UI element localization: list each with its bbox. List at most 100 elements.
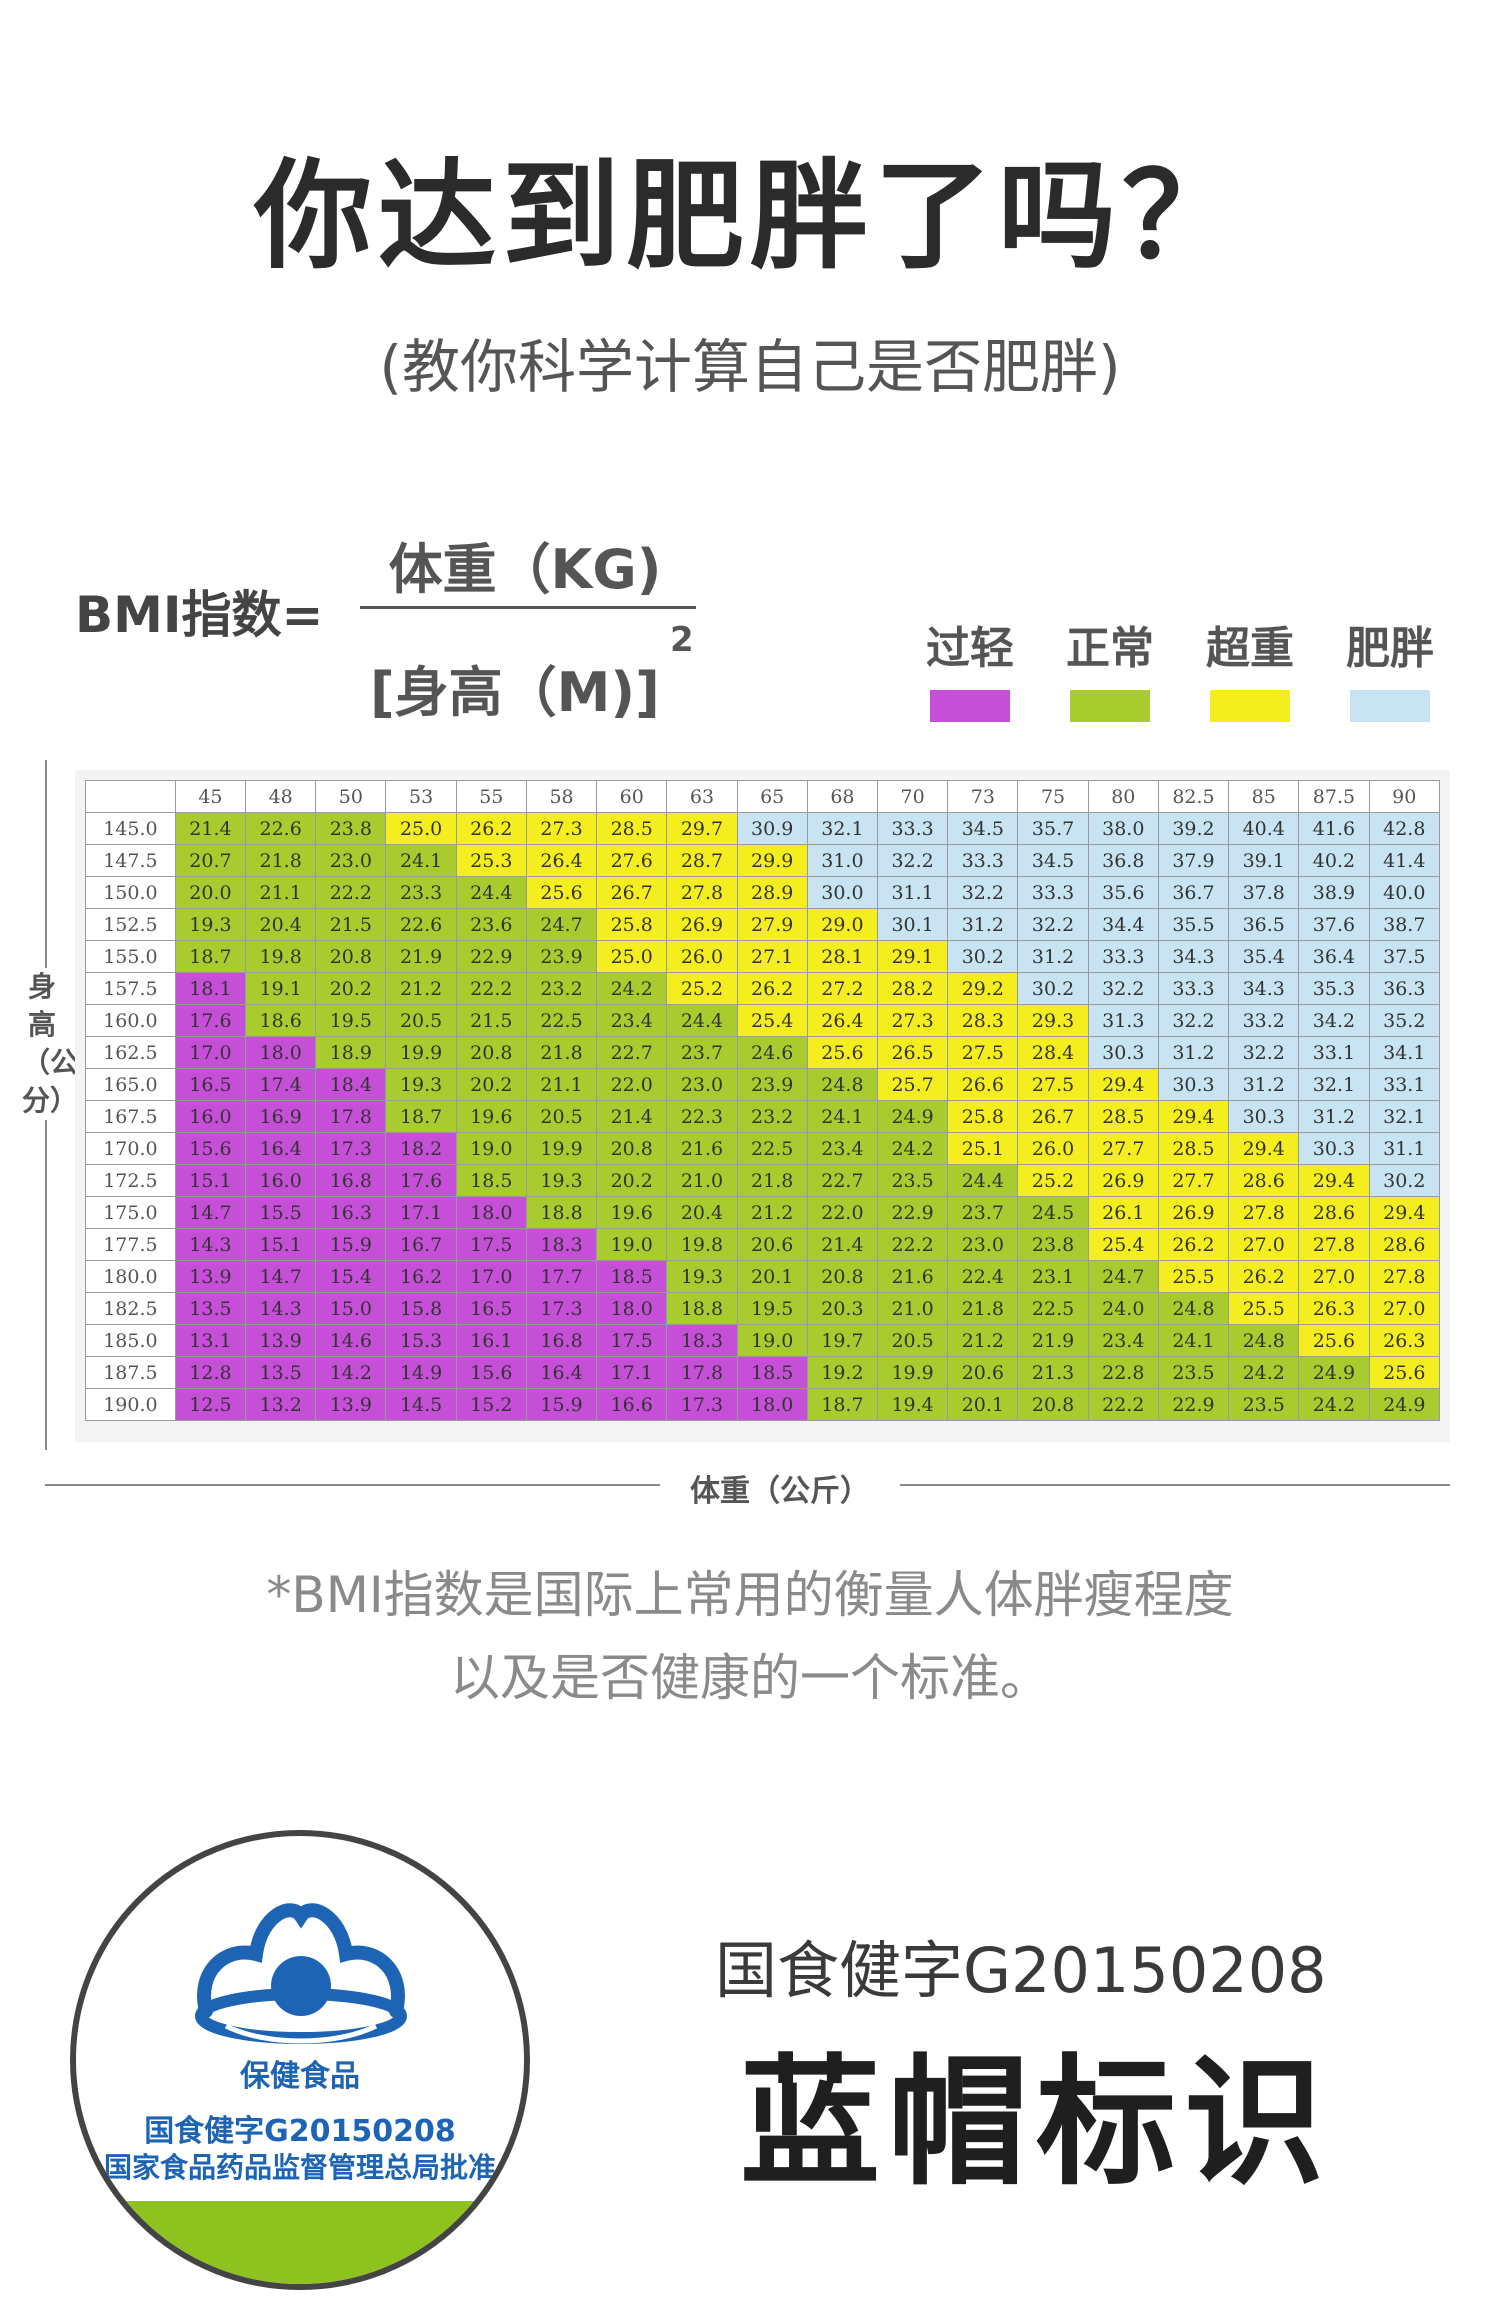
bmi-cell: 29.2 xyxy=(947,972,1019,1005)
bmi-cell: 23.4 xyxy=(596,1004,668,1037)
bmi-cell: 18.4 xyxy=(315,1068,387,1101)
bmi-cell: 20.8 xyxy=(1017,1388,1089,1421)
bmi-cell: 23.0 xyxy=(947,1228,1019,1261)
bmi-cell: 30.3 xyxy=(1298,1132,1370,1165)
bmi-cell: 21.4 xyxy=(806,1228,879,1261)
bmi-cell: 18.0 xyxy=(245,1036,317,1069)
table-row: 152.5 19.3 20.4 21.5 22.6 23.6 24.7 25.8 26.9 27.… xyxy=(85,908,1441,941)
weight-header-cell: 68 xyxy=(806,780,879,813)
bmi-cell: 19.3 xyxy=(666,1260,738,1293)
bmi-cell: 21.3 xyxy=(1017,1356,1089,1389)
bmi-cell: 21.2 xyxy=(385,972,457,1005)
bmi-cell: 32.2 xyxy=(877,844,949,877)
bmi-cell: 32.2 xyxy=(947,876,1019,909)
height-header-cell: 150.0 xyxy=(85,876,176,909)
bmi-cell: 31.1 xyxy=(877,876,949,909)
bmi-cell: 30.3 xyxy=(1228,1100,1300,1133)
bmi-cell: 30.1 xyxy=(877,908,949,941)
bmi-cell: 21.5 xyxy=(455,1004,527,1037)
blue-hat-icon xyxy=(195,1903,407,2044)
bmi-cell: 30.2 xyxy=(1017,972,1089,1005)
bmi-cell: 39.2 xyxy=(1157,812,1230,845)
bmi-cell: 31.3 xyxy=(1087,1004,1159,1037)
table-row: 170.0 15.6 16.4 17.3 18.2 19.0 19.9 20.8 21.6 22.… xyxy=(85,1132,1441,1165)
bmi-cell: 24.2 xyxy=(1298,1388,1370,1421)
weight-header-cell: 90 xyxy=(1368,780,1441,813)
bmi-cell: 28.2 xyxy=(877,972,949,1005)
bmi-cell: 22.0 xyxy=(806,1196,879,1229)
bmi-cell: 14.6 xyxy=(315,1324,387,1357)
bmi-cell: 23.4 xyxy=(806,1132,879,1165)
bmi-cell: 18.0 xyxy=(736,1388,808,1421)
bmi-cell: 38.0 xyxy=(1087,812,1159,845)
bmi-cell: 21.1 xyxy=(245,876,317,909)
bmi-cell: 31.2 xyxy=(1017,940,1089,973)
bmi-cell: 26.4 xyxy=(806,1004,879,1037)
bmi-cell: 36.4 xyxy=(1298,940,1370,973)
bmi-cell: 41.4 xyxy=(1368,844,1441,877)
formula-denominator: [身高（M)] xyxy=(370,661,660,724)
bmi-cell: 26.6 xyxy=(947,1068,1019,1101)
bmi-cell: 19.3 xyxy=(525,1164,598,1197)
bmi-cell: 22.3 xyxy=(666,1100,738,1133)
height-header-cell: 160.0 xyxy=(85,1004,176,1037)
weight-header-cell: 85 xyxy=(1228,780,1300,813)
weight-header-cell: 55 xyxy=(455,780,527,813)
bmi-cell: 20.4 xyxy=(245,908,317,941)
bmi-cell: 26.9 xyxy=(1157,1196,1230,1229)
legend-label: 超重 xyxy=(1206,623,1294,674)
badge-code: 国食健字G20150208 xyxy=(144,2114,456,2149)
bmi-note-line-2: 以及是否健康的一个标准。 xyxy=(450,1649,1050,1707)
bmi-cell: 22.2 xyxy=(455,972,527,1005)
bmi-cell: 18.5 xyxy=(736,1356,808,1389)
weight-header-cell: 63 xyxy=(666,780,738,813)
bmi-cell: 32.1 xyxy=(1368,1100,1441,1133)
bmi-cell: 27.3 xyxy=(877,1004,949,1037)
bmi-cell: 34.2 xyxy=(1298,1004,1370,1037)
bmi-cell: 19.9 xyxy=(877,1356,949,1389)
height-header-cell: 167.5 xyxy=(85,1100,176,1133)
bmi-cell: 13.9 xyxy=(315,1388,387,1421)
bmi-cell: 26.4 xyxy=(525,844,598,877)
bmi-cell: 31.2 xyxy=(1228,1068,1300,1101)
bmi-cell: 13.9 xyxy=(174,1260,247,1293)
bmi-cell: 29.0 xyxy=(806,908,879,941)
bmi-cell: 19.0 xyxy=(736,1324,808,1357)
bmi-cell: 33.3 xyxy=(1157,972,1230,1005)
bmi-cell: 20.1 xyxy=(947,1388,1019,1421)
bmi-cell: 29.4 xyxy=(1368,1196,1441,1229)
bmi-cell: 32.2 xyxy=(1157,1004,1230,1037)
bmi-cell: 33.2 xyxy=(1228,1004,1300,1037)
bmi-cell: 20.8 xyxy=(806,1260,879,1293)
badge-green-band xyxy=(76,2201,524,2284)
legend-obese: 肥胖 xyxy=(1345,612,1435,722)
bmi-cell: 17.3 xyxy=(315,1132,387,1165)
bmi-cell: 25.6 xyxy=(1298,1324,1370,1357)
bmi-cell: 38.7 xyxy=(1368,908,1441,941)
bmi-cell: 29.4 xyxy=(1157,1100,1230,1133)
height-header-cell: 152.5 xyxy=(85,908,176,941)
bmi-cell: 20.8 xyxy=(596,1132,668,1165)
bmi-cell: 14.2 xyxy=(315,1356,387,1389)
bmi-cell: 14.7 xyxy=(174,1196,247,1229)
bmi-cell: 21.6 xyxy=(666,1132,738,1165)
bmi-cell: 18.7 xyxy=(806,1388,879,1421)
bmi-cell: 24.1 xyxy=(1157,1324,1230,1357)
height-header-cell: 190.0 xyxy=(85,1388,176,1421)
bmi-cell: 28.6 xyxy=(1298,1196,1370,1229)
bmi-cell: 29.1 xyxy=(877,940,949,973)
bmi-cell: 19.2 xyxy=(806,1356,879,1389)
y-axis-label: 身高（公分） xyxy=(22,968,78,1120)
bmi-cell: 20.6 xyxy=(947,1356,1019,1389)
table-row: 177.5 14.3 15.1 15.9 16.7 17.5 18.3 19.0 19.8 20.… xyxy=(85,1228,1441,1261)
bmi-cell: 30.2 xyxy=(1368,1164,1441,1197)
bmi-cell: 31.0 xyxy=(806,844,879,877)
weight-header-cell: 73 xyxy=(947,780,1019,813)
table-row: 157.5 18.1 19.1 20.2 21.2 22.2 23.2 24.2 25.2 26.… xyxy=(85,972,1441,1005)
bmi-cell: 25.6 xyxy=(525,876,598,909)
bmi-cell: 18.1 xyxy=(174,972,247,1005)
bmi-cell: 25.6 xyxy=(806,1036,879,1069)
bmi-cell: 30.2 xyxy=(947,940,1019,973)
bmi-cell: 22.9 xyxy=(455,940,527,973)
legend-normal: 正常 xyxy=(1065,612,1155,722)
